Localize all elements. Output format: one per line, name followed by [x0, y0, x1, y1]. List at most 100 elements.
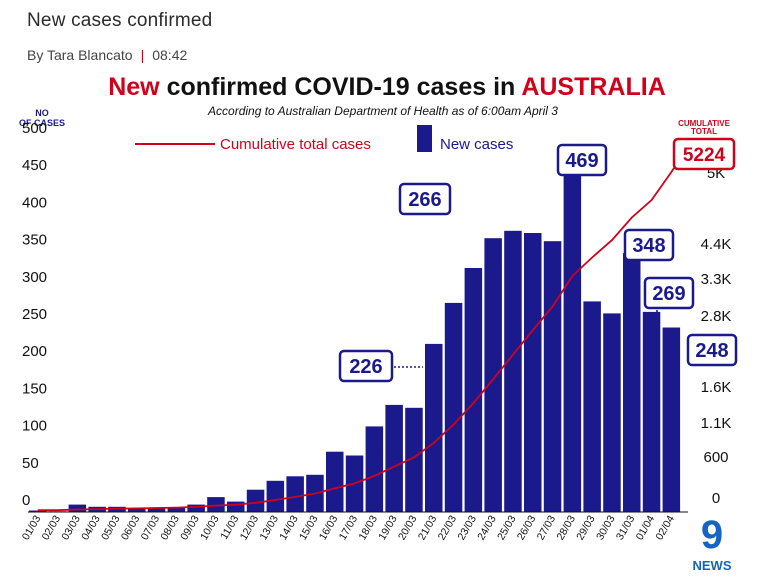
left-tick-label: 350: [22, 232, 47, 249]
right-tick-label: 2.8K: [701, 308, 732, 325]
bar-19/03: [385, 404, 403, 512]
bar-22/03: [444, 302, 463, 512]
x-tick-label: 26/03: [515, 513, 539, 542]
left-tick-label: 450: [22, 157, 47, 174]
left-tick-label: 100: [22, 418, 47, 435]
right-tick-label: 600: [703, 449, 728, 466]
left-tick-label: 300: [22, 269, 47, 286]
nine-news-logo: 9 NEWS: [693, 513, 732, 573]
x-tick-label: 24/03: [475, 513, 499, 542]
x-tick-label: 18/03: [356, 513, 380, 542]
x-tick-label: 04/03: [79, 513, 103, 542]
bar-09/03: [187, 504, 205, 512]
bar-25/03: [504, 230, 522, 513]
svg-text:226: 226: [349, 356, 382, 378]
chart-title: New confirmed COVID-19 cases in AUSTRALI…: [108, 73, 666, 101]
bar-01/04: [642, 311, 661, 512]
author-name[interactable]: By Tara Blancato: [27, 47, 133, 63]
callout-348: 348: [623, 228, 675, 262]
x-tick-label: 06/03: [119, 513, 143, 542]
bar-06/03: [128, 509, 146, 512]
legend-cumulative-label: Cumulative total cases: [220, 136, 371, 153]
legend-new-cases-swatch: [417, 125, 432, 152]
logo-number: 9: [701, 513, 723, 557]
left-tick-label: 150: [22, 380, 47, 397]
right-tick-label: 0: [712, 490, 720, 507]
x-tick-label: 08/03: [158, 513, 182, 542]
bar-16/03: [326, 451, 344, 512]
svg-text:269: 269: [652, 283, 685, 305]
bar-10/03: [207, 497, 225, 512]
bar-29/03: [583, 301, 601, 512]
x-tick-label: 10/03: [198, 513, 222, 542]
bar-11/03: [227, 501, 245, 512]
right-tick-label: 1.6K: [701, 379, 732, 396]
x-tick-label: 02/04: [653, 513, 677, 542]
x-axis: 01/0302/0303/0304/0305/0306/0307/0308/03…: [20, 513, 677, 542]
bar-21/03: [425, 343, 443, 512]
right-axis-label-line1: CUMULATIVE: [678, 119, 731, 128]
left-tick-label: 0: [22, 492, 30, 509]
bar-23/03: [464, 268, 483, 512]
bar-14/03: [286, 476, 304, 512]
publish-time: 08:42: [152, 47, 188, 63]
byline: By Tara Blancato | 08:42: [27, 47, 187, 63]
x-tick-label: 28/03: [554, 513, 578, 542]
left-tick-label: 500: [22, 120, 47, 137]
callout-248: 248: [686, 333, 738, 367]
left-axis-label-line1: NO: [35, 108, 49, 118]
bar-20/03: [405, 407, 423, 512]
article-title: New cases confirmed: [27, 10, 213, 31]
right-tick-label: 1.1K: [701, 415, 732, 432]
svg-text:348: 348: [632, 235, 665, 257]
svg-text:5224: 5224: [683, 145, 726, 166]
covid-cases-chart: New confirmed COVID-19 cases in AUSTRALI…: [19, 73, 738, 573]
x-tick-label: 22/03: [436, 513, 460, 542]
left-tick-label: 50: [22, 455, 39, 472]
bar-28/03: [563, 163, 582, 512]
bar-31/03: [623, 253, 641, 512]
x-tick-label: 27/03: [535, 513, 559, 542]
chart-subtitle: According to Australian Department of He…: [207, 104, 558, 118]
bar-26/03: [524, 233, 542, 512]
callout-469: 469: [556, 143, 608, 177]
x-tick-label: 29/03: [574, 513, 598, 542]
bar-01/03: [29, 510, 47, 512]
legend-new-cases-label: New cases: [440, 136, 513, 153]
callout-266: 266: [398, 182, 452, 216]
x-tick-label: 17/03: [337, 513, 361, 542]
callout-5224: 5224: [672, 137, 736, 171]
x-tick-label: 15/03: [297, 513, 321, 542]
x-tick-label: 02/03: [40, 513, 64, 542]
x-tick-label: 01/03: [20, 513, 44, 542]
x-tick-label: 03/03: [59, 513, 83, 542]
x-tick-label: 12/03: [238, 513, 262, 542]
legend: Cumulative total cases New cases: [135, 125, 513, 153]
svg-text:266: 266: [408, 189, 441, 211]
right-tick-label: 3.3K: [701, 271, 732, 288]
callout-226: 226: [338, 349, 423, 383]
chart-title-part: AUSTRALIA: [521, 73, 665, 101]
x-tick-label: 01/04: [634, 513, 658, 542]
x-tick-label: 13/03: [257, 513, 281, 542]
bar-12/03: [246, 489, 265, 512]
x-tick-label: 05/03: [99, 513, 123, 542]
x-tick-label: 25/03: [495, 513, 519, 542]
left-tick-label: 200: [22, 343, 47, 360]
x-tick-label: 19/03: [376, 513, 400, 542]
svg-text:469: 469: [565, 150, 598, 172]
bar-02/04: [662, 327, 681, 512]
x-tick-label: 07/03: [139, 513, 163, 542]
x-tick-label: 23/03: [455, 513, 479, 542]
x-tick-label: 20/03: [396, 513, 420, 542]
bar-13/03: [266, 480, 285, 512]
right-axis-label-line2: TOTAL: [691, 127, 717, 136]
bar-30/03: [603, 313, 621, 512]
callout-269: 269: [643, 276, 695, 320]
bar-03/03: [68, 504, 87, 512]
cumulative-line: [37, 167, 675, 512]
x-tick-label: 14/03: [277, 513, 301, 542]
svg-text:248: 248: [695, 340, 728, 362]
right-tick-label: 4.4K: [701, 236, 732, 253]
